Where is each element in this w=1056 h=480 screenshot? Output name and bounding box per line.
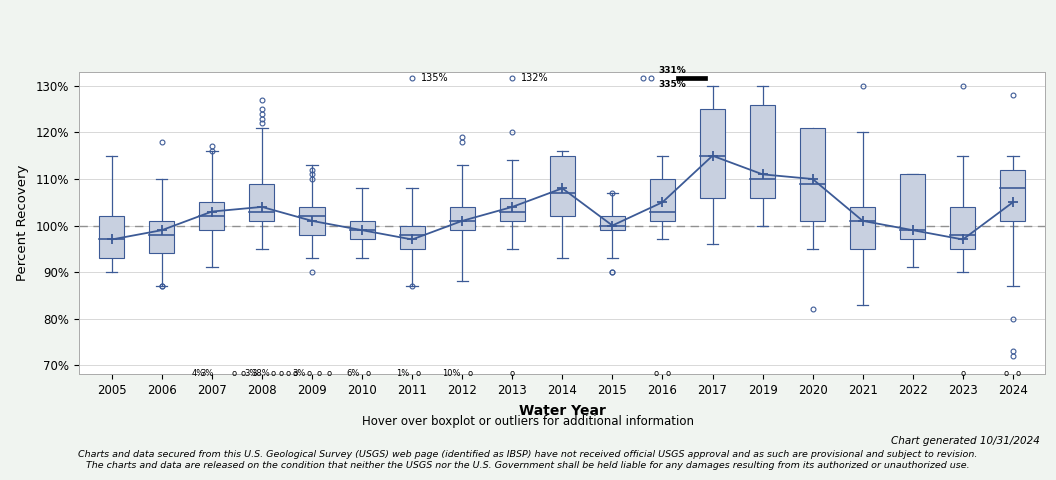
Bar xyxy=(99,216,125,258)
Bar xyxy=(399,226,425,249)
Text: 3%: 3% xyxy=(293,369,306,378)
Text: o: o xyxy=(279,369,283,378)
Bar xyxy=(800,128,825,221)
Text: 1%: 1% xyxy=(396,369,410,378)
Text: 335%: 335% xyxy=(659,80,686,89)
Bar xyxy=(649,179,675,221)
Text: o: o xyxy=(467,369,472,378)
Text: o: o xyxy=(285,369,290,378)
Text: o: o xyxy=(270,369,276,378)
Text: 10%: 10% xyxy=(441,369,460,378)
Bar xyxy=(350,221,375,240)
Text: o: o xyxy=(1015,369,1020,378)
Bar xyxy=(499,198,525,221)
Text: o: o xyxy=(365,369,371,378)
Text: Chart generated 10/31/2024: Chart generated 10/31/2024 xyxy=(891,436,1040,446)
X-axis label: Water Year: Water Year xyxy=(518,404,606,418)
Text: o: o xyxy=(654,369,659,378)
Text: o: o xyxy=(327,369,332,378)
Text: 331%: 331% xyxy=(659,66,686,75)
Text: o: o xyxy=(510,369,515,378)
Text: Hover over boxplot or outliers for additional information: Hover over boxplot or outliers for addit… xyxy=(362,415,694,428)
Text: o: o xyxy=(232,369,237,378)
Text: 3%: 3% xyxy=(244,369,258,378)
Bar xyxy=(700,109,725,198)
Bar xyxy=(677,76,706,80)
Bar xyxy=(249,184,275,221)
Bar xyxy=(149,221,174,253)
Text: Charts and data secured from this U.S. Geological Survey (USGS) web page (identi: Charts and data secured from this U.S. G… xyxy=(78,450,978,459)
Text: o: o xyxy=(241,369,245,378)
Bar xyxy=(550,156,574,216)
Text: 132%: 132% xyxy=(522,72,549,83)
Text: o: o xyxy=(307,369,313,378)
Bar xyxy=(950,207,976,249)
Text: The charts and data are released on the condition that neither the USGS nor the : The charts and data are released on the … xyxy=(87,461,969,470)
Bar xyxy=(200,202,224,230)
Bar xyxy=(850,207,875,249)
Text: 6%: 6% xyxy=(346,369,360,378)
Bar xyxy=(901,174,925,240)
Bar xyxy=(300,207,324,235)
Text: o: o xyxy=(666,369,671,378)
Bar xyxy=(450,207,475,230)
Text: 135%: 135% xyxy=(421,72,449,83)
Text: 4%: 4% xyxy=(191,369,205,378)
Text: o: o xyxy=(416,369,420,378)
Bar xyxy=(750,105,775,198)
Text: 38%: 38% xyxy=(251,369,270,378)
Text: o: o xyxy=(1003,369,1008,378)
Y-axis label: Percent Recovery: Percent Recovery xyxy=(16,165,29,281)
Text: o: o xyxy=(293,369,298,378)
Bar xyxy=(1000,170,1025,221)
Text: o: o xyxy=(317,369,322,378)
Bar xyxy=(600,216,625,230)
Text: o: o xyxy=(960,369,965,378)
Text: 3%: 3% xyxy=(201,369,213,378)
